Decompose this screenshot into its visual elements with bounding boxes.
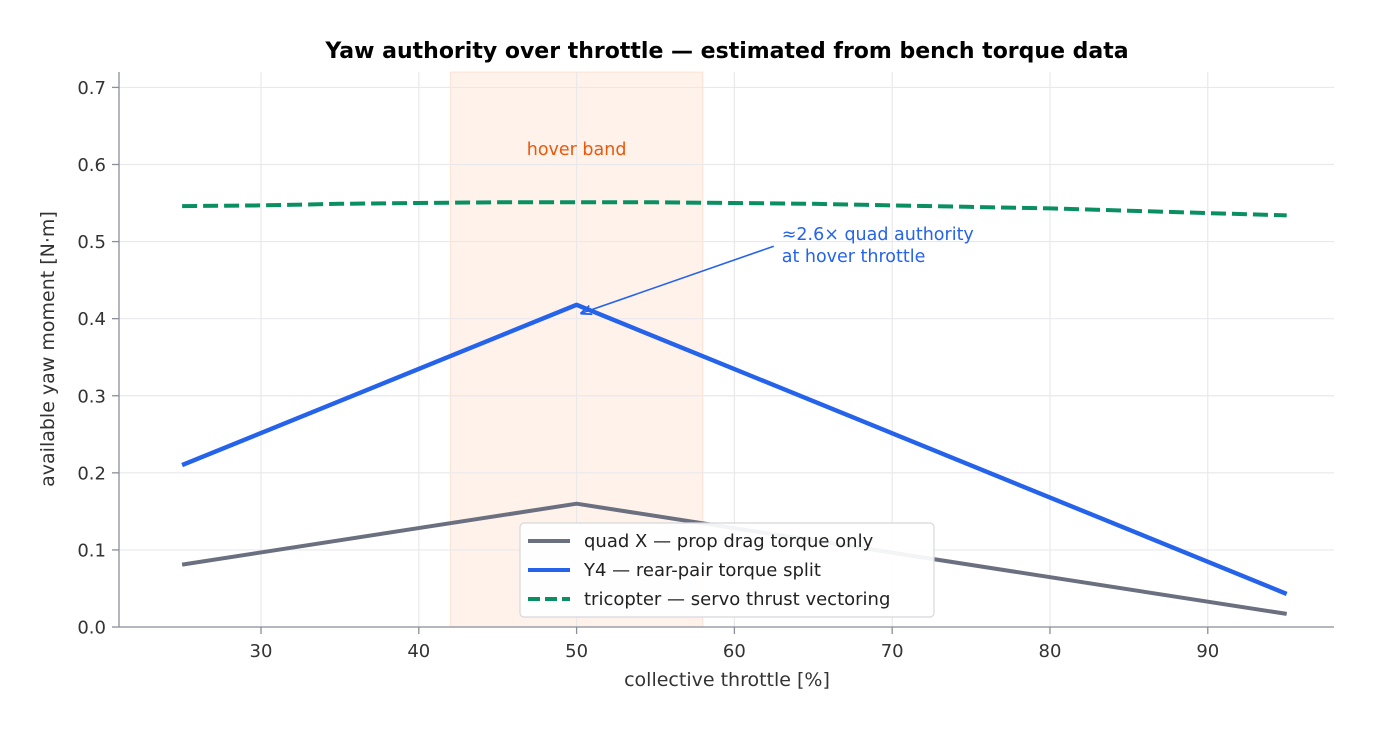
series-line-1 — [181, 501, 1288, 616]
x-tick-label: 80 — [1039, 641, 1062, 662]
x-tick-label: 40 — [407, 641, 430, 662]
annotation-text-line: ≈2.6× quad authority — [782, 225, 974, 245]
x-tick-label: 70 — [881, 641, 904, 662]
series-line-3 — [182, 200, 1287, 218]
hover-band-label: hover band — [527, 140, 627, 160]
y-tick-label: 0.5 — [77, 232, 106, 253]
y-tick-label: 0.3 — [77, 386, 106, 407]
legend: quad X — prop drag torque only Y4 — rear-… — [519, 522, 935, 618]
y-tick-label: 0.6 — [77, 155, 106, 176]
legend-label-2: Y4 — rear-pair torque split — [583, 560, 821, 581]
x-tick-label: 90 — [1196, 641, 1219, 662]
x-axis-label: collective throttle [%] — [624, 669, 830, 691]
x-tick-label: 60 — [723, 641, 746, 662]
legend-box — [519, 522, 935, 618]
legend-label-3: tricopter — servo thrust vectoring — [584, 589, 890, 610]
y-tick-label: 0.7 — [77, 78, 106, 99]
y-tick-label: 0.0 — [77, 618, 106, 639]
annotation-text-line: at hover throttle — [782, 247, 926, 267]
legend-label-1: quad X — prop drag torque only — [584, 531, 874, 552]
annotation-arrow — [581, 245, 774, 313]
x-tick-label: 30 — [250, 641, 273, 662]
y-tick-label: 0.2 — [77, 463, 106, 484]
y-axis-label: available yaw moment [N·m] — [37, 211, 59, 487]
y-tick-label: 0.4 — [77, 309, 106, 330]
series-line-2 — [181, 302, 1288, 596]
chart-title: Yaw authority over throttle — estimated … — [324, 39, 1128, 64]
x-tick-label: 50 — [565, 641, 588, 662]
y-tick-label: 0.1 — [77, 540, 106, 561]
